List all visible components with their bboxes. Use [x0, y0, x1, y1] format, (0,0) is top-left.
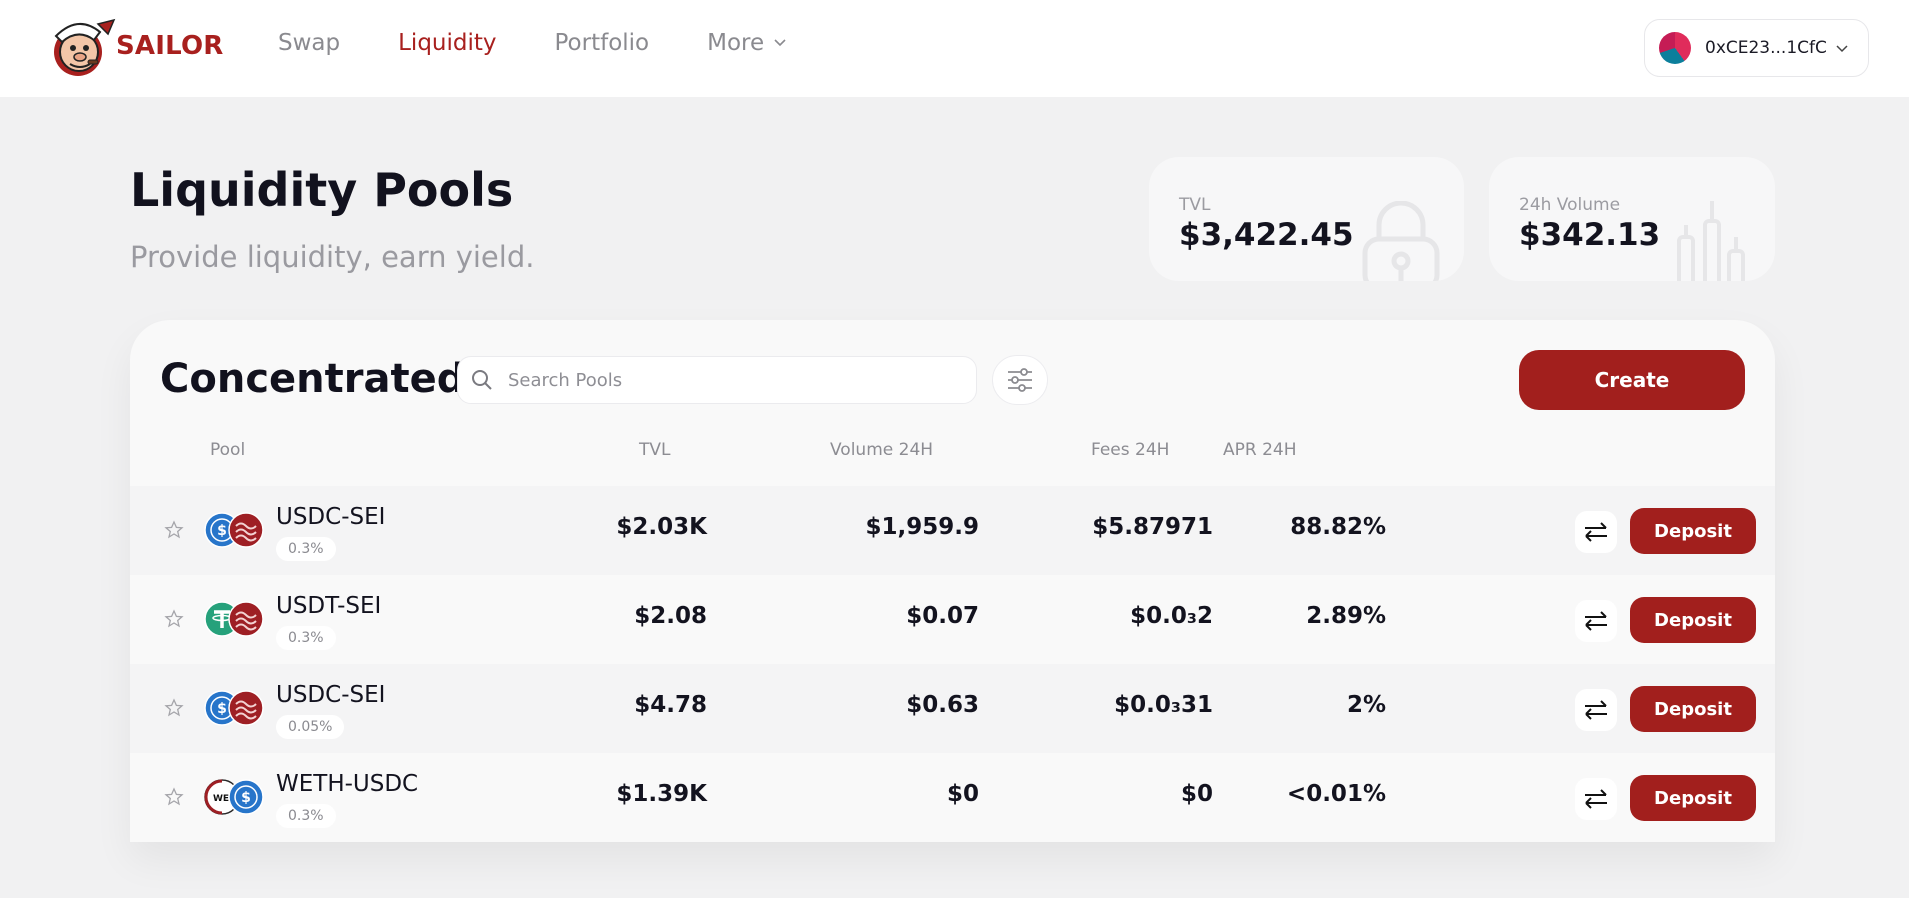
volume-cell: $0.63 — [906, 692, 979, 718]
table-row[interactable]: $ USDC-SEI 0.3% $2.03K $1,959.9 $5.87971… — [130, 486, 1775, 575]
apr-cell: 2.89% — [1306, 603, 1386, 629]
fees-cell: $0.0₃2 — [1130, 603, 1213, 629]
volume-cell: $1,959.9 — [865, 514, 980, 540]
chevron-down-icon — [1836, 45, 1848, 53]
sei-icon — [228, 690, 264, 726]
swap-button[interactable] — [1575, 778, 1617, 820]
svg-text:WE: WE — [213, 794, 229, 804]
apr-cell: <0.01% — [1286, 781, 1386, 807]
nav-more-label: More — [707, 30, 765, 56]
svg-text:$: $ — [217, 701, 227, 717]
deposit-button[interactable]: Deposit — [1630, 508, 1756, 554]
column-header-volume[interactable]: Volume 24H — [830, 440, 934, 460]
filter-button[interactable] — [992, 355, 1048, 405]
lock-icon — [1362, 201, 1440, 281]
panel-title: Concentrated — [160, 356, 466, 402]
nav-swap-label: Swap — [278, 30, 341, 56]
star-icon[interactable] — [164, 609, 184, 629]
column-header-fees[interactable]: Fees 24H — [1091, 440, 1170, 460]
volume-label: 24h Volume — [1519, 195, 1621, 215]
search-input[interactable] — [508, 369, 948, 391]
volume-stat-card: 24h Volume $342.13 — [1489, 157, 1775, 281]
pool-pair-name: USDC-SEI — [276, 504, 386, 530]
svg-text:$: $ — [241, 790, 251, 806]
token-pair-icons: WE $ — [204, 779, 266, 819]
pool-pair-name: WETH-USDC — [276, 771, 419, 797]
nav-portfolio[interactable]: Portfolio — [555, 30, 650, 56]
tvl-cell: $2.08 — [634, 603, 707, 629]
fee-tier-badge: 0.3% — [276, 537, 336, 561]
swap-button[interactable] — [1575, 600, 1617, 642]
search-icon — [472, 370, 492, 390]
volume-value: $342.13 — [1519, 217, 1661, 253]
star-icon[interactable] — [164, 787, 184, 807]
tvl-stat-card: TVL $3,422.45 — [1149, 157, 1464, 281]
brand-name: SAILOR — [116, 31, 224, 61]
sei-icon — [228, 601, 264, 637]
nav-more[interactable]: More — [707, 30, 786, 56]
token-pair-icons: $ — [204, 512, 266, 552]
fee-tier-badge: 0.05% — [276, 715, 345, 739]
main-nav: Swap Liquidity Portfolio More — [278, 30, 844, 56]
token-pair-icons — [204, 601, 266, 641]
swap-arrows-icon — [1585, 522, 1607, 542]
wallet-avatar — [1659, 32, 1691, 64]
swap-arrows-icon — [1585, 700, 1607, 720]
deposit-button[interactable]: Deposit — [1630, 597, 1756, 643]
pool-pair-name: USDT-SEI — [276, 593, 382, 619]
swap-button[interactable] — [1575, 689, 1617, 731]
wallet-button[interactable]: 0xCE23...1CfC — [1644, 19, 1869, 77]
fees-cell: $0 — [1180, 781, 1213, 807]
sliders-icon — [1008, 368, 1032, 392]
sei-icon — [228, 512, 264, 548]
fee-tier-badge: 0.3% — [276, 626, 336, 650]
column-header-tvl[interactable]: TVL — [639, 440, 671, 460]
deposit-button[interactable]: Deposit — [1630, 686, 1756, 732]
fees-cell: $0.0₃31 — [1114, 692, 1213, 718]
top-navbar: SAILOR Swap Liquidity Portfolio More 0xC… — [0, 0, 1909, 97]
chevron-down-icon — [774, 39, 786, 47]
table-row[interactable]: $ USDC-SEI 0.05% $4.78 $0.63 $0.0₃31 2% … — [130, 664, 1775, 753]
volume-cell: $0 — [946, 781, 979, 807]
swap-arrows-icon — [1585, 789, 1607, 809]
pool-pair-name: USDC-SEI — [276, 682, 386, 708]
search-box[interactable] — [457, 356, 977, 404]
table-header: Pool TVL Volume 24H Fees 24H APR 24H — [130, 440, 1775, 484]
tvl-cell: $2.03K — [616, 514, 707, 540]
sailor-mascot-icon — [54, 18, 116, 76]
nav-liquidity-label: Liquidity — [398, 30, 497, 56]
tvl-cell: $1.39K — [616, 781, 707, 807]
tvl-cell: $4.78 — [634, 692, 707, 718]
star-icon[interactable] — [164, 698, 184, 718]
page-subtitle: Provide liquidity, earn yield. — [130, 240, 535, 274]
usdc-icon: $ — [228, 779, 264, 815]
fee-tier-badge: 0.3% — [276, 804, 336, 828]
volume-cell: $0.07 — [906, 603, 979, 629]
svg-text:$: $ — [217, 523, 227, 539]
page-title: Liquidity Pools — [130, 163, 514, 217]
nav-swap[interactable]: Swap — [278, 30, 340, 56]
swap-button[interactable] — [1575, 511, 1617, 553]
pools-panel: Concentrated Create Pool TVL Volume 24H … — [130, 320, 1775, 842]
nav-portfolio-label: Portfolio — [554, 30, 650, 56]
brand-logo[interactable]: SAILOR — [42, 12, 224, 80]
candlestick-icon — [1677, 201, 1745, 281]
create-pool-button[interactable]: Create — [1519, 350, 1745, 410]
tvl-value: $3,422.45 — [1179, 217, 1354, 253]
table-row[interactable]: WE $ WETH-USDC 0.3% $1.39K $0 $0 <0.01% … — [130, 753, 1775, 842]
tvl-label: TVL — [1179, 195, 1211, 215]
nav-liquidity[interactable]: Liquidity — [398, 30, 496, 56]
apr-cell: 2% — [1346, 692, 1386, 718]
fees-cell: $5.87971 — [1092, 514, 1213, 540]
swap-arrows-icon — [1585, 611, 1607, 631]
column-header-apr[interactable]: APR 24H — [1223, 440, 1297, 460]
column-header-pool[interactable]: Pool — [210, 440, 246, 460]
wallet-address: 0xCE23...1CfC — [1705, 38, 1827, 58]
apr-cell: 88.82% — [1290, 514, 1386, 540]
token-pair-icons: $ — [204, 690, 266, 730]
star-icon[interactable] — [164, 520, 184, 540]
deposit-button[interactable]: Deposit — [1630, 775, 1756, 821]
table-row[interactable]: USDT-SEI 0.3% $2.08 $0.07 $0.0₃2 2.89% D… — [130, 575, 1775, 664]
